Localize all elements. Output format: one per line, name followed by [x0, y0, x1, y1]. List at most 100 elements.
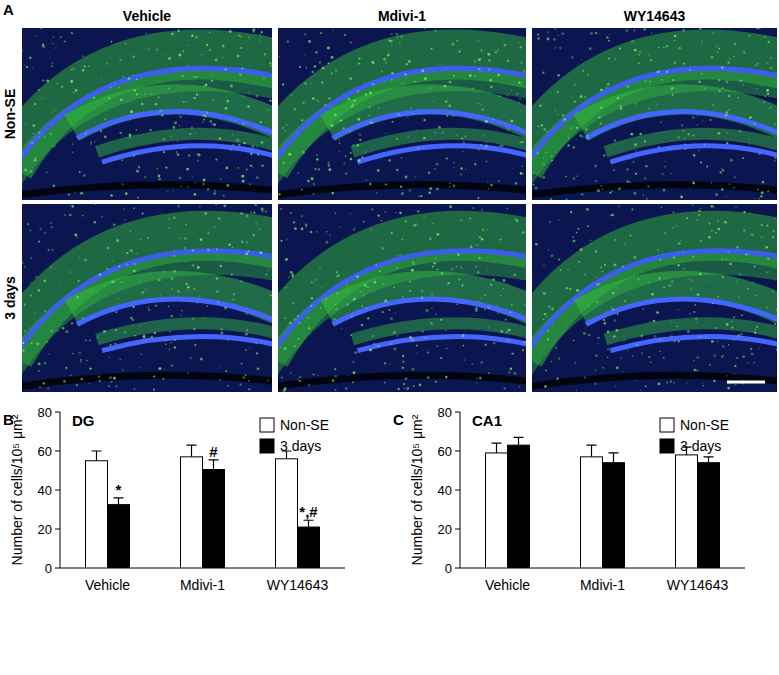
speckle [22, 338, 23, 339]
speckle [500, 330, 503, 333]
speckle [51, 65, 53, 67]
speckle [30, 282, 32, 284]
y-tick-label: 20 [38, 522, 52, 537]
speckle [284, 387, 287, 390]
speckle [435, 132, 436, 133]
speckle [550, 198, 552, 200]
speckle [733, 187, 734, 188]
speckle [519, 141, 521, 143]
speckle [702, 382, 704, 384]
speckle [709, 364, 711, 366]
speckle [44, 136, 46, 138]
speckle [626, 168, 628, 170]
speckle [436, 188, 439, 191]
speckle [324, 104, 326, 106]
speckle [608, 40, 610, 42]
speckle [168, 87, 170, 89]
speckle [245, 253, 248, 256]
speckle [409, 336, 412, 339]
speckle [711, 56, 714, 59]
speckle [270, 65, 272, 67]
speckle [279, 56, 280, 57]
speckle [302, 151, 305, 154]
speckle [521, 85, 523, 87]
speckle [411, 339, 414, 342]
speckle [560, 133, 561, 134]
speckle [369, 107, 371, 109]
speckle [595, 180, 597, 182]
speckle [250, 164, 252, 166]
speckle [219, 137, 221, 139]
speckle [53, 145, 56, 148]
y-tick [455, 412, 460, 413]
speckle [557, 91, 559, 93]
speckle [644, 141, 646, 143]
speckle [580, 248, 583, 251]
speckle [463, 141, 466, 144]
bar [698, 463, 720, 568]
speckle [361, 324, 364, 327]
speckle [497, 312, 499, 314]
speckle [507, 128, 510, 131]
speckle [547, 338, 549, 340]
speckle [177, 205, 180, 208]
speckle [659, 259, 661, 261]
speckle [119, 61, 120, 62]
speckle [511, 304, 513, 306]
speckle [133, 155, 135, 157]
speckle [478, 257, 481, 260]
speckle [311, 297, 313, 299]
speckle [731, 326, 733, 328]
speckle [372, 122, 374, 124]
speckle [216, 248, 218, 250]
speckle [406, 387, 409, 390]
speckle [436, 345, 438, 347]
speckle [108, 357, 110, 359]
speckle [615, 329, 618, 332]
speckle [585, 137, 587, 139]
speckle [557, 74, 560, 77]
speckle [164, 271, 166, 273]
speckle [22, 362, 23, 364]
speckle [148, 309, 150, 311]
speckle [70, 375, 72, 377]
speckle [596, 301, 598, 303]
speckle [755, 65, 756, 66]
speckle [379, 270, 381, 272]
speckle [354, 351, 357, 354]
speckle [346, 285, 348, 287]
speckle [693, 360, 695, 362]
speckle [214, 227, 216, 229]
speckle [248, 380, 250, 382]
speckle [115, 329, 117, 331]
speckle [305, 224, 307, 226]
speckle [389, 363, 390, 364]
speckle [636, 380, 637, 381]
speckle [487, 270, 488, 271]
speckle [717, 220, 719, 222]
speckle [359, 139, 361, 141]
speckle [775, 309, 777, 311]
speckle [120, 98, 123, 101]
speckle [474, 315, 475, 316]
speckle [288, 153, 291, 156]
speckle [390, 317, 393, 320]
speckle [738, 296, 740, 298]
speckle [265, 210, 267, 212]
legend-swatch [660, 439, 674, 453]
speckle [692, 182, 695, 185]
speckle [405, 286, 407, 288]
speckle [600, 266, 602, 268]
speckle [363, 221, 365, 223]
speckle [354, 227, 356, 229]
speckle [449, 81, 451, 83]
speckle [695, 317, 698, 320]
speckle [140, 353, 142, 355]
speckle [721, 275, 724, 278]
speckle [749, 117, 751, 119]
speckle [246, 215, 249, 218]
speckle [415, 176, 417, 178]
speckle [524, 341, 526, 344]
speckle [99, 380, 101, 382]
speckle [63, 380, 66, 383]
